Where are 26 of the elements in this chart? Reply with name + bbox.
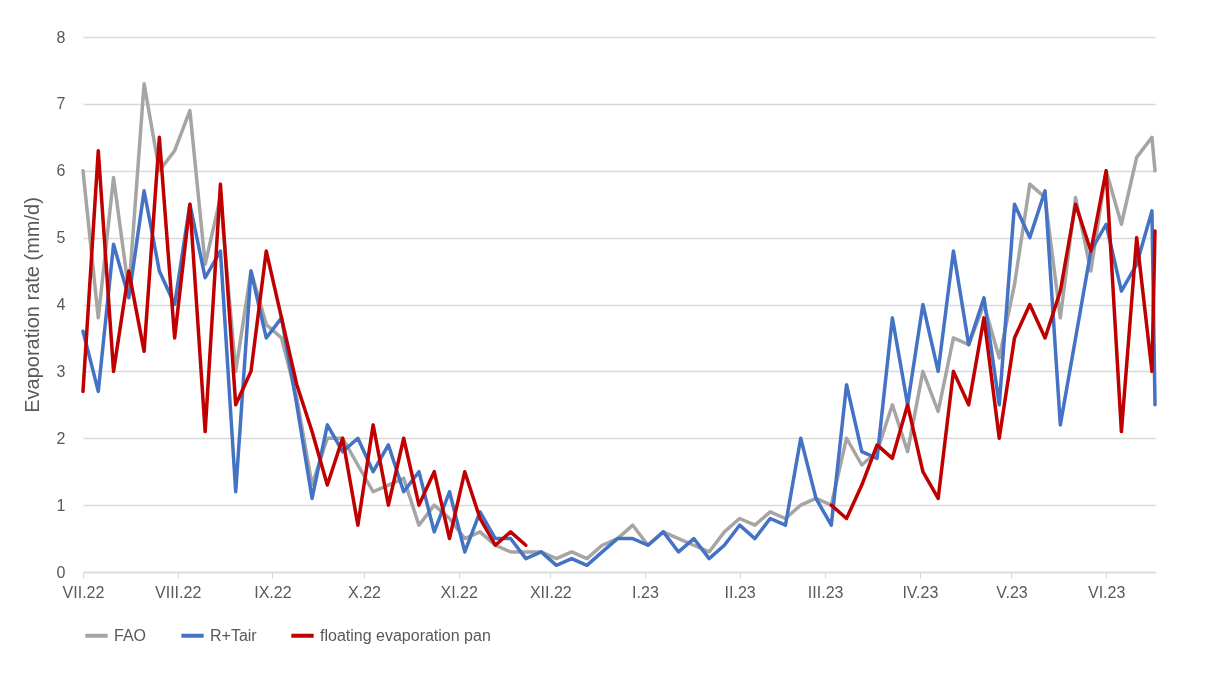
y-tick-label: 5	[56, 229, 66, 247]
x-tick-label: VII.22	[62, 583, 105, 601]
x-tick-label: XI.22	[440, 583, 478, 601]
legend-label: R+Tair	[210, 626, 258, 644]
y-tick-label: 1	[56, 496, 66, 514]
x-tick-label: III.23	[807, 583, 844, 601]
y-tick-label: 0	[56, 563, 66, 581]
line-series	[81, 189, 1157, 568]
y-axis-title: Evaporation rate (mm/d)	[20, 197, 43, 413]
x-tick-label: V.23	[996, 583, 1028, 601]
y-tick-label: 3	[56, 362, 66, 380]
y-tick-label: 7	[56, 95, 66, 113]
x-tick-label: IV.23	[902, 583, 939, 601]
x-tick-label: VI.23	[1087, 583, 1126, 601]
x-tick-label: II.23	[724, 583, 756, 601]
y-tick-label: 6	[56, 162, 66, 180]
y-tick-label: 8	[56, 28, 66, 46]
legend-label: floating evaporation pan	[320, 626, 491, 644]
y-tick-label: 2	[56, 429, 66, 447]
y-tick-label: 4	[56, 296, 66, 313]
x-tick-label: I.23	[632, 583, 659, 601]
x-tick-label: XII.22	[529, 583, 572, 601]
x-tick-label: IX.22	[254, 583, 292, 601]
x-tick-label: VIII.22	[155, 583, 202, 601]
x-tick-label: X.22	[348, 583, 382, 601]
legend-label: FAO	[114, 626, 147, 644]
